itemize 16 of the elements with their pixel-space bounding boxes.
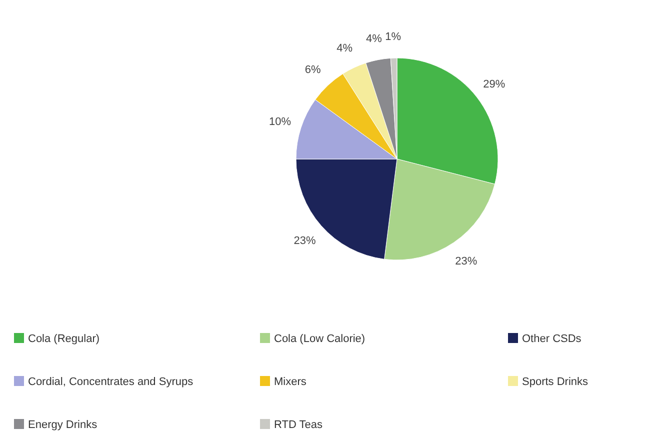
data-label: 23% [294, 235, 316, 248]
data-label: 23% [455, 256, 478, 268]
legend-label: Energy Drinks [28, 418, 98, 431]
data-label: 4% [366, 33, 382, 46]
legend-label: Sports Drinks [522, 376, 589, 388]
data-label: 10% [269, 116, 292, 128]
data-label: 29% [483, 78, 506, 90]
legend-label: RTD Teas [274, 418, 323, 431]
legend-label: Mixers [274, 376, 307, 388]
data-label: 6% [304, 64, 321, 76]
legend-label: Cola (Regular) [28, 332, 100, 345]
data-label: 1% [385, 30, 402, 43]
data-label: 4% [336, 42, 353, 55]
legend-label: Cola (Low Calorie) [274, 332, 366, 345]
legend-label: Cordial, Concentrates and Syrups [28, 376, 194, 388]
legend-label: Other CSDs [522, 332, 582, 345]
